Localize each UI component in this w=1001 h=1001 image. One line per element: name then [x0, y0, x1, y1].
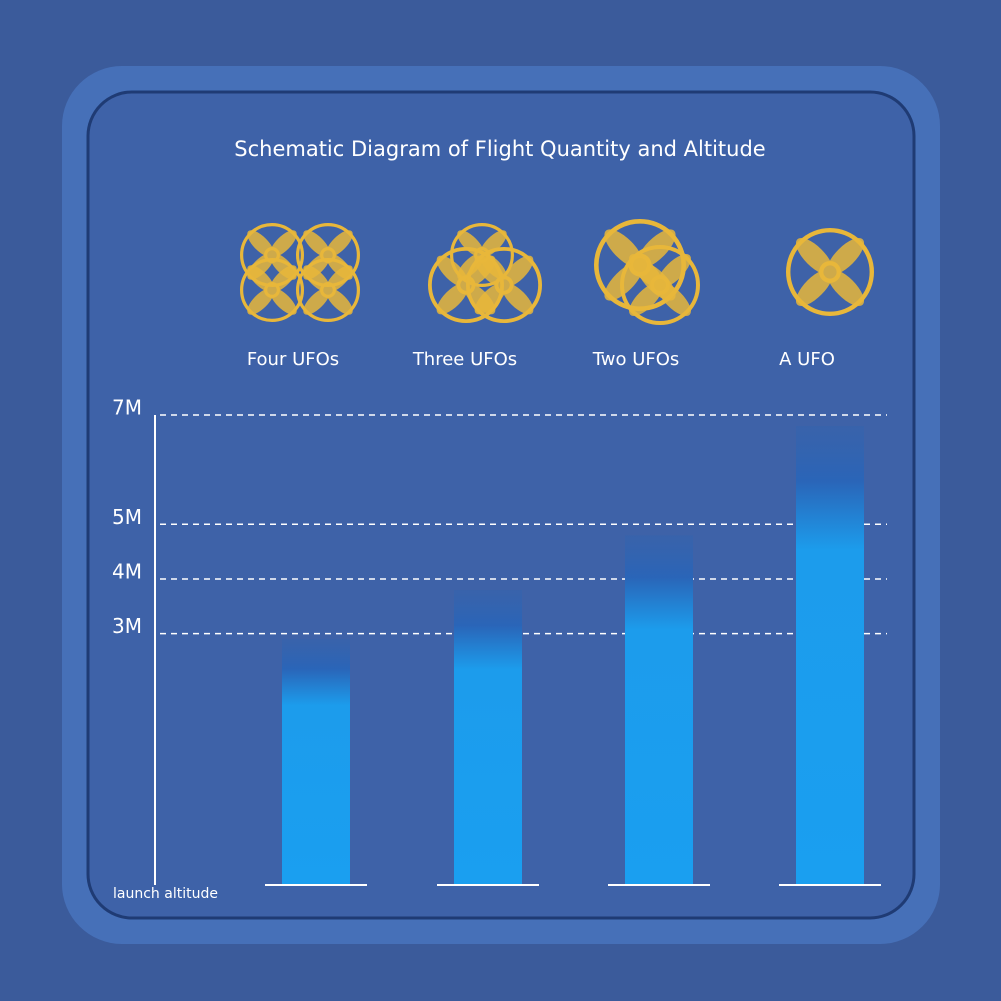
bar — [454, 589, 522, 885]
bar — [282, 639, 350, 885]
category-label: A UFO — [779, 349, 835, 370]
baseline-label: launch altitude — [113, 886, 218, 902]
chart-title: Schematic Diagram of Flight Quantity and… — [234, 137, 765, 161]
category-label: Two UFOs — [592, 349, 680, 370]
y-tick-label: 5M — [112, 505, 142, 529]
y-tick-label: 4M — [112, 559, 142, 583]
y-tick-label: 7M — [112, 396, 142, 420]
bar — [796, 425, 864, 885]
bar — [625, 535, 693, 885]
category-label: Three UFOs — [412, 349, 517, 370]
category-label: Four UFOs — [247, 349, 339, 370]
y-tick-label: 3M — [112, 614, 142, 638]
